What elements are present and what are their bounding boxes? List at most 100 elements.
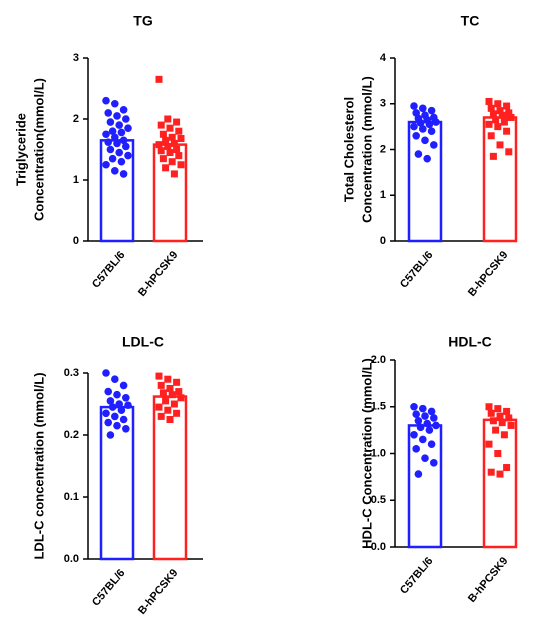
data-point (111, 375, 119, 384)
data-point (111, 412, 119, 421)
data-point (113, 421, 121, 430)
data-point (487, 104, 495, 112)
data-point (173, 146, 181, 153)
chart-title: TG (133, 13, 153, 29)
data-point (500, 118, 508, 126)
bar (482, 418, 518, 549)
data-point (177, 135, 185, 143)
chart-title: LDL-C (122, 334, 164, 350)
data-point (155, 372, 163, 380)
data-point (173, 118, 181, 126)
x-tick-label: B-hPCSK9 (466, 555, 511, 605)
data-point (427, 440, 436, 448)
data-point (102, 160, 110, 169)
data-point (119, 415, 128, 424)
y-tick-label: 3 (73, 52, 79, 64)
chart-title: HDL-C (448, 334, 492, 350)
data-point (106, 145, 115, 154)
data-point (168, 391, 176, 399)
data-point (503, 102, 511, 110)
data-point (496, 141, 504, 149)
data-point (170, 400, 178, 408)
data-point (485, 97, 493, 105)
data-point (162, 136, 170, 144)
data-point (115, 148, 123, 157)
data-point (427, 407, 436, 416)
data-point (414, 470, 423, 478)
data-point (487, 409, 495, 417)
data-point (164, 406, 172, 414)
data-point (414, 416, 423, 425)
y-axis-label: Concentration(mmol/L) (31, 78, 46, 221)
data-point (498, 111, 506, 119)
data-point (102, 409, 110, 418)
data-point (487, 132, 495, 140)
data-point (412, 410, 421, 419)
data-point (430, 459, 438, 467)
data-point (177, 161, 185, 169)
x-tick-label: B-hPCSK9 (136, 249, 181, 299)
y-axis-label: Concentration (mmol/L) (359, 76, 374, 223)
data-point (505, 414, 513, 422)
x-tick-label: B-hPCSK9 (136, 567, 181, 617)
x-tick-label: B-hPCSK9 (466, 249, 511, 299)
data-point (494, 405, 502, 413)
data-point (159, 155, 167, 163)
x-tick-label: C57BL/6 (90, 249, 127, 290)
data-point (423, 419, 432, 428)
data-point (164, 375, 172, 383)
data-point (166, 416, 174, 423)
data-point (494, 450, 502, 457)
data-point (496, 107, 504, 115)
data-point (122, 394, 130, 402)
data-point (507, 421, 515, 429)
y-tick-label: 0 (380, 235, 386, 247)
data-point (503, 464, 511, 472)
data-point (111, 133, 119, 142)
data-point (162, 164, 170, 172)
data-point (119, 136, 128, 145)
y-tick-label: 0.3 (64, 367, 79, 379)
data-point (427, 106, 436, 115)
data-point (492, 426, 500, 434)
y-tick-label: 4 (380, 52, 387, 64)
data-point (421, 136, 429, 145)
data-point (162, 397, 170, 405)
y-tick-label: 0.0 (371, 541, 386, 553)
data-point (505, 148, 513, 156)
data-point (122, 425, 130, 433)
data-point (104, 387, 112, 396)
data-point (485, 440, 493, 448)
data-point (173, 378, 181, 386)
data-point (104, 138, 112, 146)
data-point (505, 109, 513, 117)
data-point (119, 381, 128, 390)
y-tick-label: 2 (380, 143, 386, 155)
x-tick-label: C57BL/6 (398, 249, 435, 290)
y-tick-label: 0.5 (371, 494, 386, 506)
data-point (432, 421, 440, 430)
data-point (117, 128, 126, 137)
bar (407, 424, 443, 549)
data-point (419, 404, 427, 413)
data-point (155, 141, 163, 149)
data-point (496, 412, 504, 420)
data-point (168, 158, 176, 166)
data-point (166, 124, 174, 132)
data-point (111, 167, 119, 175)
y-axis-label: HDL-C Concentration (mmol/L) (359, 358, 374, 549)
data-point (419, 125, 427, 133)
data-point (412, 445, 421, 453)
data-point (496, 470, 504, 478)
data-point (492, 116, 500, 124)
data-point (421, 412, 429, 420)
data-point (155, 75, 163, 83)
data-point (498, 419, 506, 427)
data-point (410, 402, 418, 411)
data-point (494, 123, 502, 131)
y-tick-label: 0.0 (64, 553, 79, 565)
data-point (102, 96, 110, 105)
data-point (117, 406, 126, 415)
data-point (113, 112, 121, 120)
